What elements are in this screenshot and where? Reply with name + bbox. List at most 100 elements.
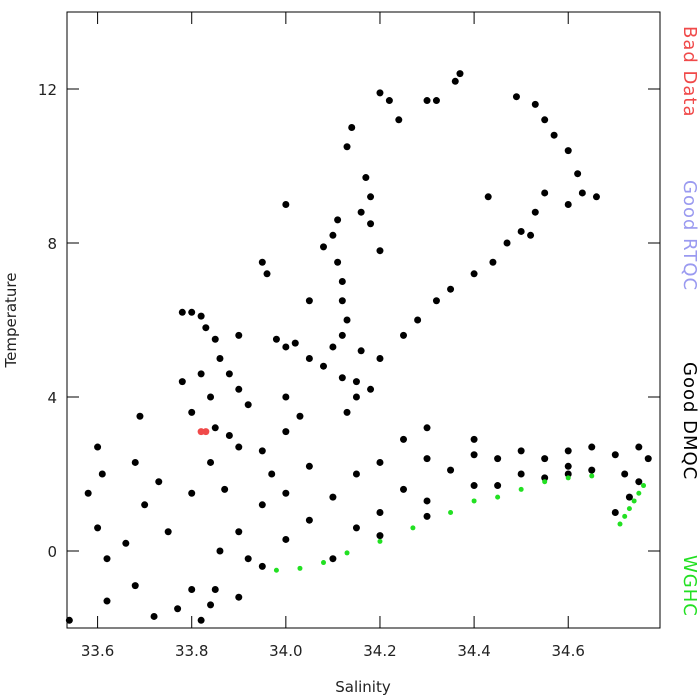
data-point [564,462,572,470]
data-point [617,521,623,527]
data-point [188,408,196,416]
data-point [178,308,186,316]
data-point [376,532,384,540]
data-point [432,297,440,305]
data-point [319,362,327,370]
x-axis-label: Salinity [335,678,391,696]
data-point [564,447,572,455]
data-point [541,474,549,482]
data-point [423,512,431,520]
data-point [188,489,196,497]
data-point [484,193,492,201]
data-point [98,470,106,478]
data-point [400,485,408,493]
data-point [611,451,619,459]
data-point [211,586,219,593]
x-tick-label: 34.2 [363,642,396,660]
data-point [376,247,384,255]
data-point [447,285,455,293]
data-point [644,455,652,463]
data-point [423,424,431,432]
data-point [589,473,595,479]
data-point [329,343,337,351]
data-point [423,497,431,505]
data-point [635,443,643,451]
data-point [197,616,205,624]
data-point [343,316,351,324]
data-point [319,243,327,251]
data-point [338,374,346,382]
legend-entry: Good RTQC [679,180,700,291]
data-point [367,220,375,228]
data-point [641,483,647,489]
x-tick-label: 34.4 [457,642,490,660]
data-point [447,466,455,474]
data-point [423,455,431,463]
data-point [338,297,346,305]
data-point [531,208,539,216]
data-point [305,462,313,470]
y-tick-label: 12 [38,81,57,99]
data-point [131,582,139,590]
data-point [221,485,229,493]
data-point [352,524,360,532]
data-point [636,490,642,496]
y-tick-label: 8 [47,235,57,253]
data-point [282,343,290,351]
legend-entry: WGHC [679,555,700,617]
data-point [517,227,525,235]
data-point [155,478,163,486]
data-point [625,493,633,501]
data-point [518,486,524,492]
data-point [338,331,346,339]
data-point [329,231,337,239]
x-tick-label: 34.0 [269,642,302,660]
data-point [588,443,596,451]
data-point [211,424,219,432]
y-tick-label: 4 [47,389,57,407]
data-point [423,97,431,105]
data-point [164,528,172,536]
data-point [174,605,182,613]
data-point [471,498,477,504]
data-point [94,443,102,451]
data-point [494,482,502,490]
y-axis-label: Temperature [2,272,20,368]
data-point [211,335,219,343]
data-point [329,555,337,563]
data-point [400,435,408,443]
data-point [564,147,572,155]
data-point [235,443,243,451]
data-point [216,355,224,362]
data-point [207,458,215,466]
data-point [305,297,313,305]
data-point [225,370,233,378]
data-point [635,478,643,486]
data-point [541,455,549,463]
data-point [470,270,478,278]
data-point [376,509,384,516]
data-point [338,278,346,285]
data-point [282,393,290,401]
data-point [258,501,266,509]
data-point [334,216,342,224]
x-tick-label: 33.8 [175,642,208,660]
data-point [291,339,299,347]
data-point [362,174,370,182]
data-point [541,116,549,124]
data-point [489,258,497,266]
data-point [395,116,403,124]
data-point [136,412,144,420]
data-point [631,498,637,504]
data-point [376,355,384,362]
data-point [588,466,596,474]
data-point [305,355,313,362]
data-point [282,535,290,543]
data-point [517,470,525,478]
data-point [494,455,502,463]
data-point [282,201,290,208]
data-point [400,331,408,339]
data-point [282,428,290,436]
data-point [244,555,252,563]
